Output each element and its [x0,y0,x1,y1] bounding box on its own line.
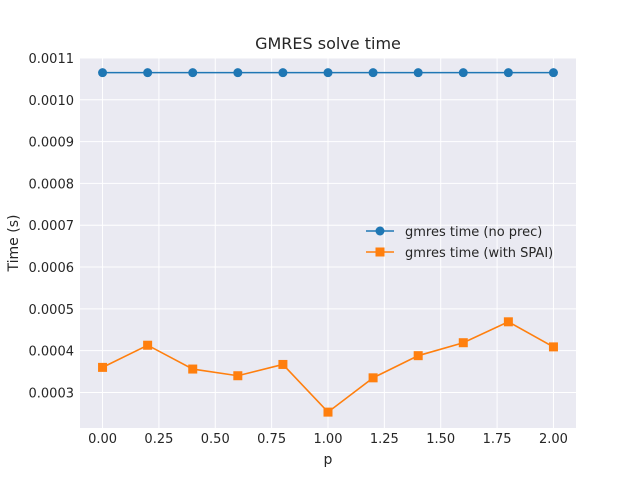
data-point [188,68,198,78]
y-tick-label: 0.0010 [29,94,75,109]
y-tick-label: 0.0004 [29,345,75,360]
series-group [98,68,558,417]
data-point [143,340,153,350]
data-point [233,68,243,78]
legend-label-with-spai: gmres time (with SPAI) [405,246,553,261]
data-point [503,68,513,78]
data-point [98,362,108,372]
x-tick-label: 0.25 [144,432,173,447]
y-axis-ticks: 0.0003 0.0004 0.0005 0.0006 0.0007 0.0008 0.00… [29,52,75,401]
data-point [413,68,423,78]
data-point [323,68,333,78]
legend: gmres time (no prec) gmres time (with SP… [366,225,553,261]
data-point [98,68,108,78]
data-point [368,373,378,383]
x-tick-label: 1.75 [483,432,512,447]
x-axis-ticks: 0.00 0.25 0.50 0.75 1.00 1.25 1.50 1.75 2.00 [88,432,568,447]
data-point [323,407,333,417]
data-point [458,338,468,348]
y-tick-label: 0.0007 [29,219,75,234]
data-point [548,68,558,78]
legend-marker-no-prec [375,226,385,236]
data-point [413,351,423,361]
x-tick-label: 1.25 [370,432,399,447]
x-tick-label: 0.75 [257,432,286,447]
data-point [368,68,378,78]
data-point [188,364,198,374]
y-tick-label: 0.0006 [29,261,75,276]
data-point [503,317,513,327]
y-tick-label: 0.0011 [29,52,75,67]
legend-marker-with-spai [375,247,385,257]
y-tick-label: 0.0005 [29,303,75,318]
legend-label-no-prec: gmres time (no prec) [405,225,542,240]
data-point [458,68,468,78]
x-tick-label: 2.00 [539,432,568,447]
x-tick-label: 0.00 [88,432,117,447]
data-point [278,68,288,78]
data-point [548,342,558,352]
x-tick-label: 0.50 [201,432,230,447]
data-point [278,359,288,369]
y-axis-label: Time (s) [6,215,22,273]
data-point [143,68,153,78]
series-0 [98,68,558,78]
x-tick-label: 1.00 [314,432,343,447]
grid-lines [80,57,576,428]
x-tick-label: 1.50 [426,432,455,447]
chart-title: GMRES solve time [255,34,401,53]
data-point [233,371,243,381]
series-1 [98,317,558,417]
x-axis-label: p [324,452,333,468]
y-tick-label: 0.0009 [29,136,75,151]
y-tick-label: 0.0003 [29,386,75,401]
y-tick-label: 0.0008 [29,177,75,192]
